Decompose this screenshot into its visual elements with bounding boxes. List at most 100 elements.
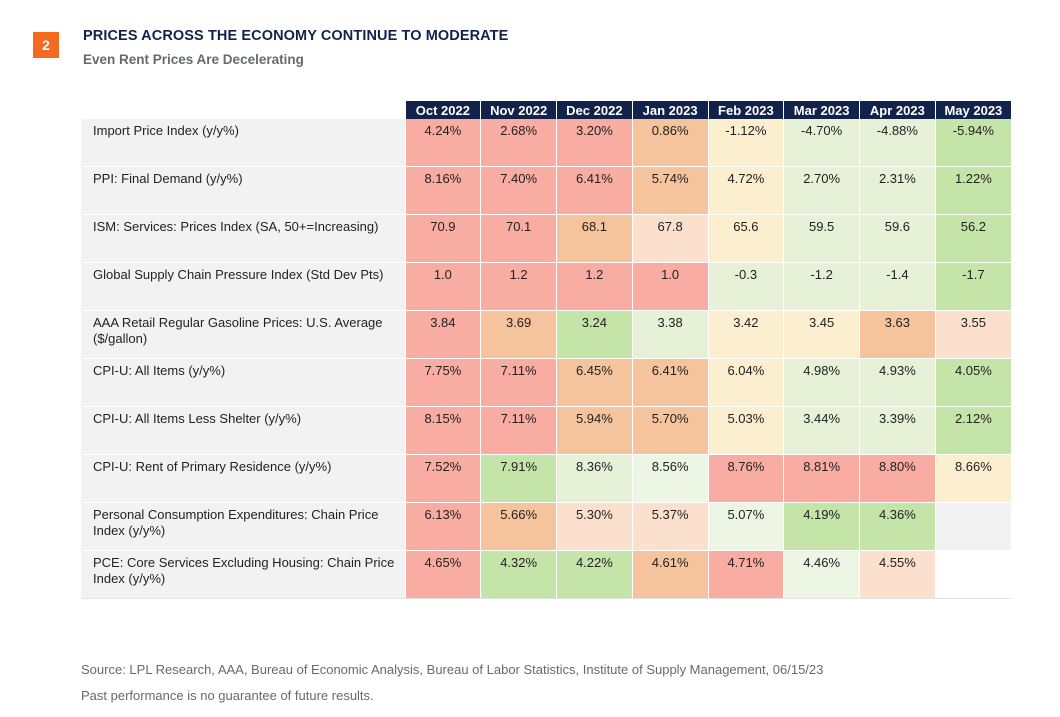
table-cell: 2.68% — [480, 119, 557, 167]
table-cell: 6.04% — [707, 358, 784, 407]
table-cell: 8.81% — [783, 454, 860, 503]
table-cell: 5.94% — [556, 406, 633, 455]
row-label: CPI-U: All Items Less Shelter (y/y%) — [81, 406, 405, 455]
table-body: Import Price Index (y/y%) 4.24% 2.68% 3.20%… — [81, 119, 1011, 599]
table-cell: 4.19% — [783, 502, 860, 551]
table-row: PCE: Core Services Excluding Housing: Ch… — [81, 550, 1011, 599]
table-cell: 4.65% — [404, 550, 481, 599]
table-cell: -1.4 — [859, 262, 936, 311]
table-cell: 8.76% — [707, 454, 784, 503]
table-cell — [934, 550, 1011, 599]
table-cell: 56.2 — [934, 214, 1011, 263]
table-cell: 2.12% — [934, 406, 1011, 455]
row-label: CPI-U: Rent of Primary Residence (y/y%) — [81, 454, 405, 503]
table-cell: 2.70% — [783, 166, 860, 215]
table-cell: 4.05% — [934, 358, 1011, 407]
table-cell: 7.40% — [480, 166, 557, 215]
table-cell: 7.11% — [480, 358, 557, 407]
table-row: Import Price Index (y/y%) 4.24% 2.68% 3.20%… — [81, 119, 1011, 167]
table-row: ISM: Services: Prices Index (SA, 50+=Inc… — [81, 214, 1011, 263]
table-cell: 0.86% — [631, 119, 708, 167]
row-label: PCE: Core Services Excluding Housing: Ch… — [81, 550, 405, 599]
table-cell: 7.75% — [404, 358, 481, 407]
table-cell: 59.5 — [783, 214, 860, 263]
row-label: Global Supply Chain Pressure Index (Std … — [81, 262, 405, 311]
table-cell — [934, 502, 1011, 551]
table-cell: -1.2 — [783, 262, 860, 311]
table-cell: 3.84 — [404, 310, 481, 359]
table-cell: 5.30% — [556, 502, 633, 551]
table-cell: 5.07% — [707, 502, 784, 551]
column-header: Mar 2023 — [783, 101, 860, 119]
table-cell: 3.39% — [859, 406, 936, 455]
row-label: AAA Retail Regular Gasoline Prices: U.S.… — [81, 310, 405, 359]
table-cell: 1.0 — [631, 262, 708, 311]
column-header: Nov 2022 — [480, 101, 557, 119]
table-cell: 3.44% — [783, 406, 860, 455]
table-cell: -0.3 — [707, 262, 784, 311]
table-cell: -4.70% — [783, 119, 860, 167]
row-label: CPI-U: All Items (y/y%) — [81, 358, 405, 407]
table-row: CPI-U: Rent of Primary Residence (y/y%) 7… — [81, 454, 1011, 503]
table-cell: 1.22% — [934, 166, 1011, 215]
table-row: CPI-U: All Items Less Shelter (y/y%) 8.15… — [81, 406, 1011, 455]
table-cell: 3.38 — [631, 310, 708, 359]
table-cell: -1.7 — [934, 262, 1011, 311]
table-cell: 1.2 — [556, 262, 633, 311]
source-note: Source: LPL Research, AAA, Bureau of Eco… — [81, 662, 824, 677]
table-cell: 7.11% — [480, 406, 557, 455]
column-header: May 2023 — [934, 101, 1011, 119]
table-cell: 8.80% — [859, 454, 936, 503]
table-cell: 3.45 — [783, 310, 860, 359]
table-cell: 5.03% — [707, 406, 784, 455]
table-cell: 4.72% — [707, 166, 784, 215]
table-cell: 59.6 — [859, 214, 936, 263]
figure-number-badge: 2 — [33, 32, 59, 58]
table-cell: 5.37% — [631, 502, 708, 551]
table-cell: 68.1 — [556, 214, 633, 263]
table-cell: 3.42 — [707, 310, 784, 359]
figure-title: PRICES ACROSS THE ECONOMY CONTINUE TO MO… — [83, 28, 509, 44]
column-header: Feb 2023 — [707, 101, 784, 119]
table-row: Global Supply Chain Pressure Index (Std … — [81, 262, 1011, 311]
table-cell: 5.70% — [631, 406, 708, 455]
table-cell: 3.20% — [556, 119, 633, 167]
table-cell: 4.93% — [859, 358, 936, 407]
table-cell: 3.63 — [859, 310, 936, 359]
table-cell: 6.13% — [404, 502, 481, 551]
table-cell: 1.0 — [404, 262, 481, 311]
table-corner — [81, 101, 405, 119]
table-cell: 7.91% — [480, 454, 557, 503]
table-cell: 4.55% — [859, 550, 936, 599]
table-cell: 4.22% — [556, 550, 633, 599]
table-row: AAA Retail Regular Gasoline Prices: U.S.… — [81, 310, 1011, 359]
table-cell: 8.16% — [404, 166, 481, 215]
table-row: CPI-U: All Items (y/y%) 7.75% 7.11% 6.45% 6.… — [81, 358, 1011, 407]
table-cell: 4.71% — [707, 550, 784, 599]
table-cell: -5.94% — [934, 119, 1011, 167]
column-header: Apr 2023 — [859, 101, 936, 119]
row-label: PPI: Final Demand (y/y%) — [81, 166, 405, 215]
column-header: Dec 2022 — [556, 101, 633, 119]
table-cell: 3.55 — [934, 310, 1011, 359]
table-cell: 5.74% — [631, 166, 708, 215]
table-cell: 7.52% — [404, 454, 481, 503]
table-row: PPI: Final Demand (y/y%) 8.16% 7.40% 6.41% 5… — [81, 166, 1011, 215]
row-label: Import Price Index (y/y%) — [81, 119, 405, 167]
table-cell: 3.69 — [480, 310, 557, 359]
table-cell: 4.32% — [480, 550, 557, 599]
table-cell: 4.46% — [783, 550, 860, 599]
table-cell: 8.15% — [404, 406, 481, 455]
table-cell: 2.31% — [859, 166, 936, 215]
table-cell: 67.8 — [631, 214, 708, 263]
figure-subtitle: Even Rent Prices Are Decelerating — [83, 52, 304, 67]
table-cell: 5.66% — [480, 502, 557, 551]
table-cell: 6.41% — [631, 358, 708, 407]
table-cell: 4.61% — [631, 550, 708, 599]
table-cell: 4.36% — [859, 502, 936, 551]
table-cell: 3.24 — [556, 310, 633, 359]
disclaimer-note: Past performance is no guarantee of futu… — [81, 688, 374, 703]
table-cell: 65.6 — [707, 214, 784, 263]
table-header-row: Oct 2022 Nov 2022 Dec 2022 Jan 2023 Feb 2023… — [81, 101, 1011, 119]
table-cell: 70.1 — [480, 214, 557, 263]
